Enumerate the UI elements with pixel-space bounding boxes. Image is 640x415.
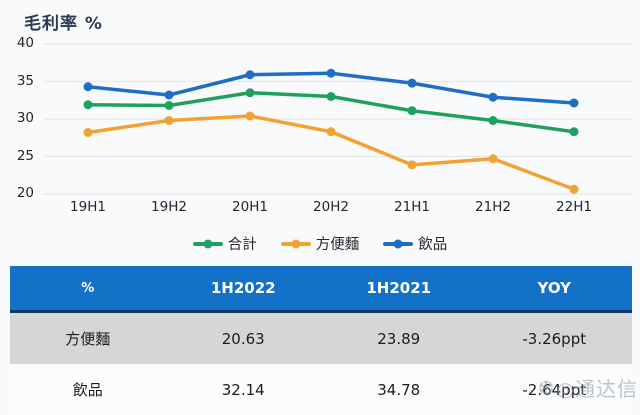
data-point	[83, 128, 93, 137]
data-point	[326, 68, 336, 78]
row-label: 飲品	[72, 381, 103, 399]
legend-label: 方便麵	[315, 237, 360, 253]
y-axis-tick-label: 30	[16, 110, 34, 126]
y-axis-tick-label: 35	[16, 72, 34, 89]
value-cell: 23.89	[377, 329, 421, 348]
data-point	[245, 111, 255, 121]
y-axis-tick-label: 20	[16, 184, 34, 201]
data-point	[164, 116, 174, 125]
row-label: 方便麵	[65, 330, 111, 348]
x-axis-label: 21H1	[394, 199, 430, 215]
value-cell: 20.63	[221, 329, 265, 348]
chart-legend: 合計 方便麵 飲品	[0, 233, 640, 254]
x-axis-label: 22H1	[556, 199, 592, 215]
y-axis-tick-label: 40	[16, 35, 34, 51]
value-cell: -2.64ppt	[522, 380, 587, 399]
legend-dot-icon	[393, 239, 403, 248]
value-cell: 34.78	[377, 380, 421, 399]
legend-dot-icon	[291, 239, 301, 248]
data-point	[488, 116, 498, 125]
x-axis-label: 19H2	[151, 199, 187, 215]
data-point	[164, 90, 174, 100]
value-cell: -3.26ppt	[522, 329, 587, 348]
data-point	[326, 127, 336, 137]
data-point	[488, 154, 498, 164]
data-point	[407, 160, 417, 170]
table-header-cell: 1H2021	[366, 279, 432, 297]
x-axis-label: 20H1	[232, 199, 268, 215]
x-axis-label: 21H2	[475, 199, 511, 215]
table-header-cell: 1H2022	[210, 279, 276, 297]
legend-item-beverages: 飲品	[383, 233, 447, 254]
data-point	[245, 88, 255, 98]
line-chart-canvas	[44, 43, 632, 195]
gross-margin-chart: 毛利率 % 40 35 30 25 20 19H1 19H2 20H1 20H2…	[0, 14, 640, 254]
data-point	[569, 98, 579, 108]
data-point	[407, 106, 417, 116]
table-row: 飲品 32.14 34.78 -2.64ppt	[10, 364, 632, 415]
data-point	[569, 184, 579, 194]
data-point	[164, 101, 174, 110]
legend-marker-green	[192, 239, 223, 248]
data-point	[488, 92, 498, 102]
legend-marker-blue	[383, 239, 414, 248]
table-header-cell: %	[81, 280, 95, 296]
legend-label: 合計	[227, 237, 257, 253]
chart-title: 毛利率 %	[24, 14, 103, 34]
data-point	[569, 127, 579, 137]
summary-table: % 1H2022 1H2021 YOY 方便麵 20.63 23.89 -3.2…	[10, 266, 632, 415]
x-axis-label: 20H2	[313, 199, 349, 215]
table-header-row: % 1H2022 1H2021 YOY	[10, 266, 632, 313]
legend-item-noodles: 方便麵	[280, 233, 360, 254]
legend-item-total: 合計	[192, 233, 257, 254]
data-point	[83, 82, 93, 92]
x-axis-label: 19H1	[70, 199, 106, 215]
value-cell: 32.14	[221, 380, 265, 399]
series-line-1	[86, 114, 576, 192]
table-row: 方便麵 20.63 23.89 -3.26ppt	[10, 313, 632, 364]
legend-label: 飲品	[418, 237, 448, 253]
legend-dot-icon	[203, 239, 213, 248]
data-point	[83, 100, 93, 110]
data-point	[245, 70, 255, 80]
table-header-cell: YOY	[537, 279, 571, 297]
data-point	[407, 78, 417, 88]
y-axis-tick-label: 25	[16, 147, 34, 164]
data-point	[326, 92, 336, 101]
legend-marker-orange	[280, 239, 311, 248]
